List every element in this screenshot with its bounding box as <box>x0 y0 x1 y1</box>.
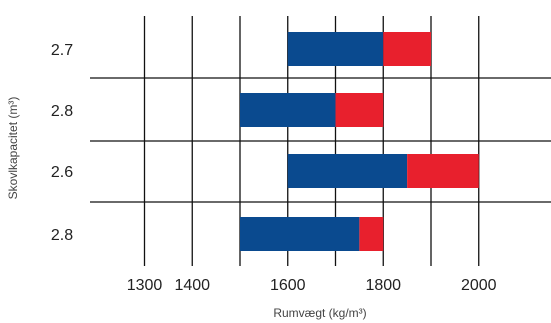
bar-blue-segment <box>240 93 336 127</box>
y-tick-label: 2.7 <box>51 42 73 59</box>
y-tick-label: 2.8 <box>51 227 73 244</box>
bar-red-segment <box>359 217 384 251</box>
bar-blue-segment <box>287 32 384 66</box>
x-axis-label: Rumvægt (kg/m³) <box>273 306 366 320</box>
bar-layer <box>240 32 479 251</box>
bar-blue-segment <box>287 154 408 188</box>
x-tick-label-1800: 1800 <box>365 277 401 294</box>
label-layer: 2.7 2.8 2.6 2.8 1300 1400 1600 1800 2000 <box>51 42 497 294</box>
y-tick-label: 2.6 <box>51 164 73 181</box>
bar-red-segment <box>383 32 431 66</box>
x-tick-label-1400: 1400 <box>174 277 210 294</box>
bar-red-segment <box>407 154 479 188</box>
y-axis-label: Skovlkapacitet (m³) <box>6 97 20 200</box>
y-tick-label: 2.8 <box>51 103 73 120</box>
x-tick-label-1300: 1300 <box>127 277 163 294</box>
bar-blue-segment <box>240 217 360 251</box>
bar-red-segment <box>335 93 384 127</box>
x-tick-label-2000: 2000 <box>461 277 497 294</box>
x-tick-label-1600: 1600 <box>270 277 306 294</box>
